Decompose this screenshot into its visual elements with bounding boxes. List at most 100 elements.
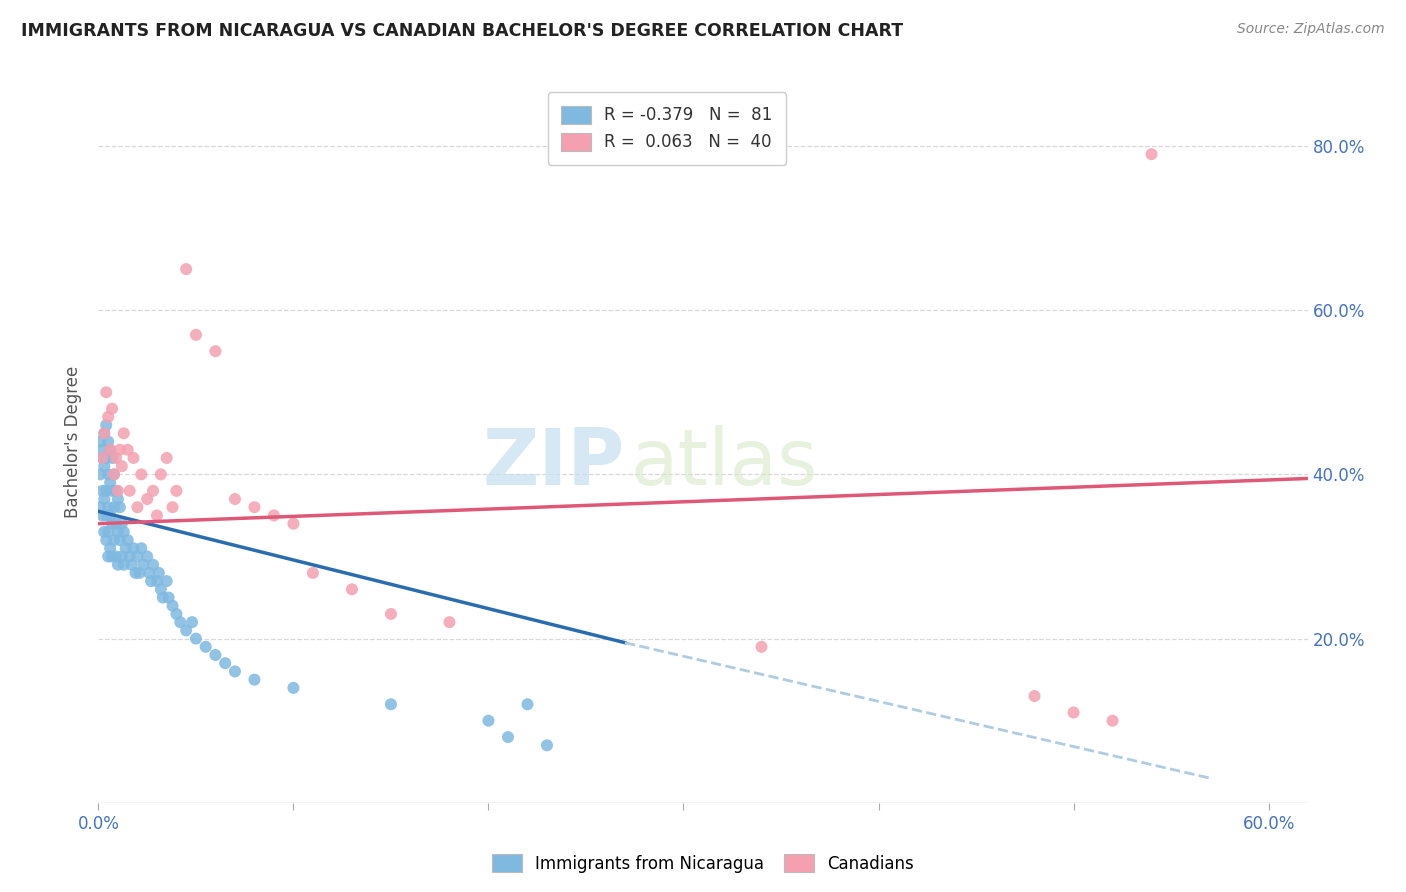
Point: [98, 508, 121, 523]
Point: [148, 566, 170, 580]
Text: ZIP: ZIP: [482, 425, 624, 501]
Point: [263, 508, 285, 523]
Point: [127, 500, 149, 515]
Point: [340, 582, 363, 597]
Point: [101, 549, 124, 564]
Point: [224, 665, 246, 679]
Point: [98, 442, 121, 457]
Point: [124, 566, 146, 580]
Point: [93, 459, 115, 474]
Point: [117, 533, 139, 547]
Point: [111, 459, 134, 474]
Point: [149, 467, 172, 482]
Point: [122, 541, 145, 556]
Point: [103, 467, 125, 482]
Point: [93, 524, 115, 539]
Point: [174, 262, 197, 277]
Legend: Immigrants from Nicaragua, Canadians: Immigrants from Nicaragua, Canadians: [485, 847, 921, 880]
Point: [103, 500, 125, 515]
Point: [302, 566, 325, 580]
Point: [89, 434, 111, 449]
Point: [162, 500, 184, 515]
Point: [283, 681, 305, 695]
Point: [118, 483, 141, 498]
Point: [91, 508, 114, 523]
Point: [112, 558, 135, 572]
Point: [101, 516, 124, 531]
Point: [162, 599, 184, 613]
Point: [103, 533, 125, 547]
Point: [107, 524, 129, 539]
Point: [111, 516, 134, 531]
Point: [380, 698, 402, 712]
Point: [156, 574, 179, 588]
Point: [1063, 706, 1085, 720]
Point: [117, 442, 139, 457]
Point: [477, 714, 499, 728]
Point: [89, 467, 111, 482]
Point: [97, 467, 120, 482]
Point: [243, 500, 266, 515]
Point: [122, 450, 145, 465]
Point: [108, 500, 131, 515]
Point: [131, 541, 153, 556]
Point: [118, 549, 141, 564]
Point: [98, 442, 121, 457]
Point: [89, 500, 111, 515]
Point: [91, 450, 114, 465]
Text: atlas: atlas: [630, 425, 818, 501]
Point: [181, 615, 204, 630]
Text: IMMIGRANTS FROM NICARAGUA VS CANADIAN BACHELOR'S DEGREE CORRELATION CHART: IMMIGRANTS FROM NICARAGUA VS CANADIAN BA…: [21, 22, 903, 40]
Point: [101, 401, 124, 416]
Point: [98, 541, 121, 556]
Point: [97, 500, 120, 515]
Point: [93, 491, 115, 506]
Point: [97, 549, 120, 564]
Point: [97, 409, 120, 424]
Point: [104, 483, 127, 498]
Point: [97, 524, 120, 539]
Point: [107, 491, 129, 506]
Point: [516, 698, 538, 712]
Point: [1140, 147, 1163, 161]
Point: [91, 483, 114, 498]
Point: [146, 508, 169, 523]
Point: [283, 516, 305, 531]
Point: [156, 450, 179, 465]
Point: [91, 442, 114, 457]
Point: [98, 475, 121, 490]
Point: [439, 615, 461, 630]
Point: [107, 558, 129, 572]
Point: [204, 648, 226, 662]
Point: [104, 516, 127, 531]
Point: [536, 739, 558, 753]
Point: [103, 467, 125, 482]
Point: [169, 615, 191, 630]
Point: [91, 450, 114, 465]
Point: [165, 483, 187, 498]
Point: [224, 491, 246, 506]
Point: [112, 524, 135, 539]
Point: [380, 607, 402, 621]
Point: [149, 582, 172, 597]
Point: [96, 483, 118, 498]
Point: [132, 558, 155, 572]
Point: [214, 657, 236, 671]
Point: [204, 344, 226, 359]
Point: [96, 533, 118, 547]
Point: [96, 450, 118, 465]
Point: [108, 442, 131, 457]
Text: Source: ZipAtlas.com: Source: ZipAtlas.com: [1237, 22, 1385, 37]
Point: [152, 591, 174, 605]
Point: [111, 549, 134, 564]
Point: [107, 483, 129, 498]
Point: [174, 624, 197, 638]
Point: [108, 533, 131, 547]
Point: [101, 450, 124, 465]
Y-axis label: Bachelor's Degree: Bachelor's Degree: [65, 366, 83, 517]
Point: [96, 418, 118, 433]
Point: [96, 508, 118, 523]
Point: [112, 426, 135, 441]
Point: [146, 574, 169, 588]
Point: [243, 673, 266, 687]
